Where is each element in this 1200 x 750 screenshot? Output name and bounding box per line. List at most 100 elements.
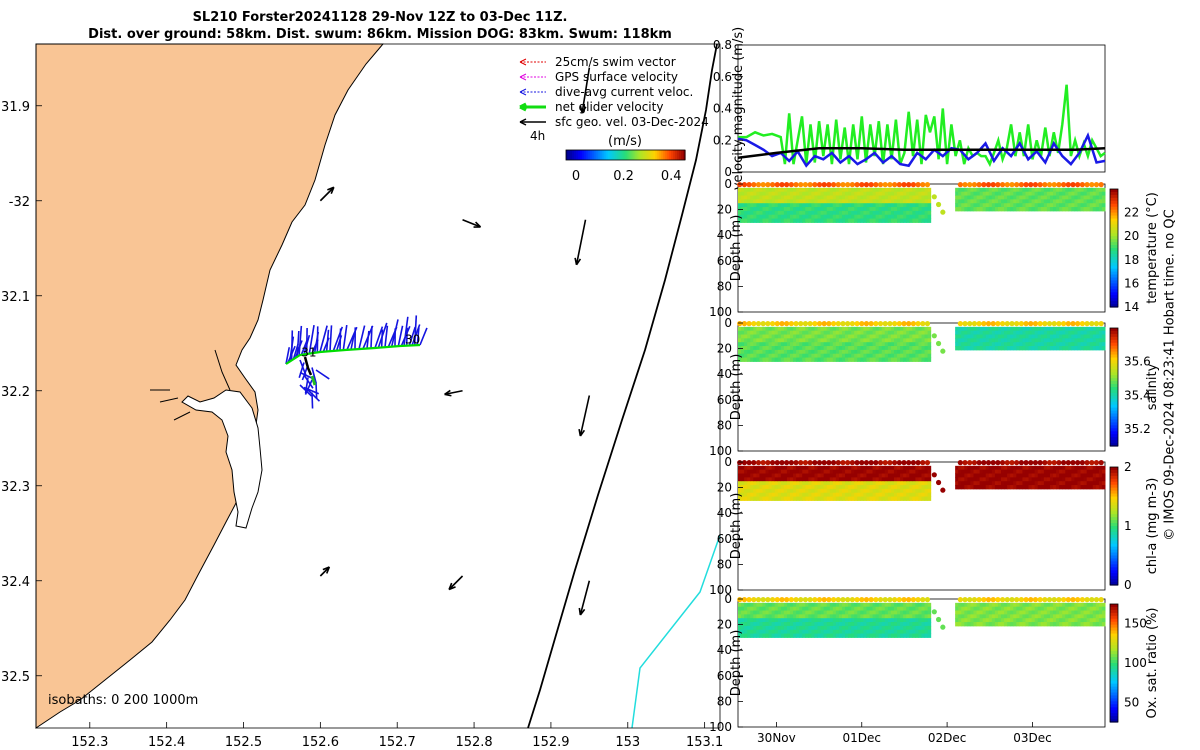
profile-cell: [738, 492, 742, 498]
profile-cell: [988, 477, 993, 482]
profile-cell: [897, 187, 901, 193]
profile-cell: [1040, 618, 1045, 623]
profile-cell: [976, 195, 981, 200]
profile-cell: [1071, 203, 1075, 208]
profile-cell: [851, 481, 855, 486]
profile-cell: [789, 218, 794, 223]
profile-cell: [854, 614, 858, 619]
velocity-panel[interactable]: 00.20.40.60.8 velocity magnitude (m/s): [713, 27, 1106, 190]
profile-cell: [875, 342, 880, 347]
profile-colorbar-cell: [1110, 665, 1118, 670]
profile-cell: [863, 187, 867, 193]
profile-cell: [1001, 602, 1005, 608]
profile-cell: [738, 191, 742, 197]
profile-cell: [826, 326, 831, 332]
profile-cell: [777, 622, 782, 627]
profile-cell: [1092, 469, 1097, 475]
profile-cell: [1098, 469, 1103, 475]
profile-cell: [890, 203, 895, 208]
profile-cell: [860, 353, 864, 359]
profile-cell: [832, 606, 837, 612]
profile-cell: [958, 477, 962, 482]
profile-cell: [1028, 465, 1033, 471]
profile-cell: [829, 338, 834, 343]
profile-cell: [1077, 481, 1082, 486]
profile-cell: [835, 349, 840, 355]
profile-cell: [750, 214, 754, 220]
profile-cell: [1086, 199, 1091, 204]
profile-cell: [881, 357, 886, 362]
profile-cell: [841, 488, 846, 494]
profile-cell: [854, 485, 858, 490]
profile-colorbar-cell: [1110, 484, 1118, 489]
profile-cell: [878, 473, 883, 478]
profile-cell: [906, 199, 910, 204]
profile-cell: [796, 473, 800, 478]
profile-cell: [796, 602, 800, 608]
profile-cell: [777, 633, 782, 638]
profile-dot: [741, 597, 748, 603]
profile-dot: [935, 479, 942, 486]
profile-cell: [1083, 465, 1088, 471]
profile-cell: [927, 469, 932, 475]
profile-cell: [924, 349, 929, 355]
profile-cell: [817, 629, 822, 635]
profile-cell: [1101, 485, 1106, 490]
profile-cell: [786, 203, 791, 208]
profile-cell: [1025, 342, 1030, 347]
profile-cell: [878, 353, 883, 359]
profile-cell: [848, 342, 852, 347]
profile-dot: [1089, 460, 1095, 466]
profile-cell: [1034, 342, 1039, 347]
profile-cell: [961, 342, 965, 347]
profile-cell: [1016, 203, 1020, 208]
profile-cell: [783, 496, 788, 501]
profile-cell: [860, 618, 864, 623]
profile-dot: [1075, 460, 1081, 466]
profile-cell: [897, 496, 901, 501]
profile-cell: [811, 618, 815, 623]
profile-cell: [817, 469, 822, 475]
profile-cell: [771, 207, 776, 212]
profile-cell: [1034, 606, 1039, 612]
profile-cell: [1007, 187, 1011, 193]
profile-cell: [1065, 326, 1069, 332]
time-tick-label: 30Nov: [757, 731, 796, 745]
profile-cell: [982, 481, 987, 486]
profile-cell: [857, 218, 861, 223]
profile-cell: [738, 326, 742, 332]
profile-cell: [765, 214, 770, 220]
profile-dot: [868, 597, 874, 603]
profile-cell: [1080, 469, 1085, 475]
profile-cell: [817, 614, 822, 619]
profile-cell: [793, 496, 797, 501]
profile-cell: [912, 618, 916, 623]
profile-cell: [982, 614, 987, 619]
profile-cell: [881, 218, 886, 223]
profile-cell: [970, 338, 974, 343]
profile-cell: [857, 214, 861, 220]
profile-cell: [823, 342, 828, 347]
profile-cell: [799, 199, 803, 204]
profile-colorbar-cell: [1110, 475, 1118, 480]
profile-cell: [869, 610, 874, 615]
profile-cell: [799, 481, 803, 486]
profile-cell: [991, 326, 996, 332]
profile-cell: [1010, 191, 1014, 197]
profile-cell: [884, 629, 889, 635]
profile-cell: [762, 477, 767, 482]
profile-cell: [744, 465, 748, 471]
profile-cell: [903, 606, 907, 612]
profile-cell: [997, 473, 1002, 478]
profile-cell: [802, 191, 806, 197]
profile-colorbar-cell: [1110, 209, 1118, 214]
profile-cell: [835, 210, 840, 216]
profile-cell: [979, 622, 984, 627]
profile-cell: [811, 342, 815, 347]
